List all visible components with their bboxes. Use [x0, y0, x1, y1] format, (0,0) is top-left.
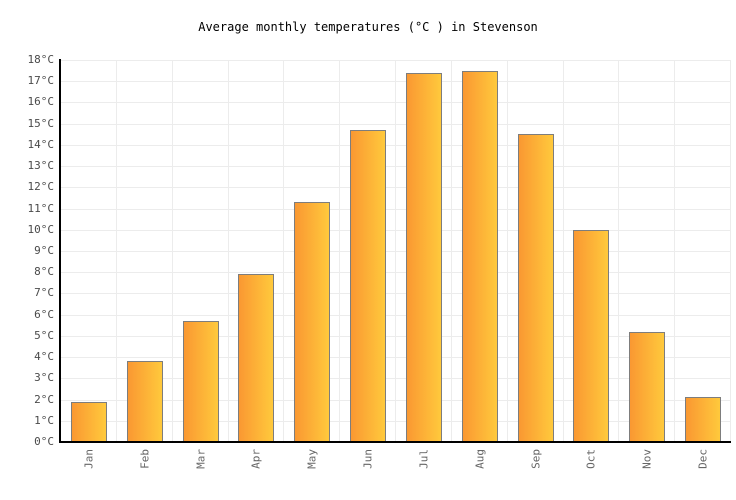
x-tick-label-feb: Feb	[138, 449, 152, 469]
v-gridline	[506, 60, 508, 442]
y-tick-label: 13°C	[27, 159, 55, 173]
h-gridline	[61, 229, 731, 231]
x-tick-label-mar: Mar	[194, 449, 208, 469]
x-tick-label-aug: Aug	[473, 449, 487, 469]
v-gridline	[227, 60, 229, 442]
bar-apr[interactable]	[238, 274, 275, 442]
bar-may[interactable]	[294, 202, 331, 442]
y-tick-label: 8°C	[34, 265, 54, 279]
y-tick-label: 9°C	[34, 244, 54, 257]
h-gridline	[61, 335, 731, 337]
h-gridline	[61, 399, 731, 401]
x-tick-label-may: May	[305, 449, 319, 469]
bar-feb[interactable]	[126, 361, 163, 442]
bar-aug[interactable]	[461, 70, 498, 442]
y-tick-label: 5°C	[34, 328, 54, 342]
y-tick-label: 18°C	[27, 53, 55, 66]
h-gridline	[61, 60, 731, 61]
v-gridline	[283, 60, 285, 442]
plot-area	[61, 60, 731, 442]
v-gridline	[562, 60, 564, 442]
h-gridline	[61, 208, 731, 210]
v-gridline	[115, 60, 117, 442]
bar-jan[interactable]	[70, 401, 107, 442]
h-gridline	[61, 81, 731, 83]
h-gridline	[61, 102, 731, 104]
x-tick-label-oct: Oct	[584, 449, 598, 469]
bar-oct[interactable]	[573, 229, 610, 442]
bar-sep[interactable]	[517, 134, 554, 442]
x-tick-label-dec: Dec	[696, 449, 710, 469]
x-tick-label-jun: Jun	[361, 449, 375, 469]
v-gridline	[730, 60, 731, 442]
y-tick-label: 14°C	[27, 137, 55, 151]
x-tick-label-apr: Apr	[249, 449, 263, 469]
v-gridline	[171, 60, 173, 442]
h-gridline	[61, 357, 731, 359]
bar-nov[interactable]	[629, 331, 666, 442]
h-gridline	[61, 144, 731, 146]
x-tick-label-nov: Nov	[640, 449, 654, 469]
v-gridline	[395, 60, 396, 442]
h-gridline	[61, 166, 731, 168]
y-tick-label: 1°C	[34, 413, 54, 427]
bar-jul[interactable]	[405, 72, 442, 442]
y-tick-label: 2°C	[34, 392, 54, 406]
h-gridline	[61, 314, 731, 316]
y-tick-label: 16°C	[27, 95, 55, 109]
y-tick-label: 11°C	[27, 201, 55, 215]
y-tick-label: 4°C	[34, 350, 54, 364]
x-axis-line	[59, 441, 731, 443]
v-gridline	[618, 60, 620, 442]
y-tick-label: 7°C	[34, 286, 54, 300]
y-tick-label: 0°C	[34, 435, 54, 448]
bar-dec[interactable]	[685, 397, 722, 442]
h-gridline	[61, 378, 731, 380]
y-axis-line	[59, 59, 61, 442]
h-gridline	[61, 123, 731, 125]
v-gridline	[450, 60, 452, 442]
y-tick-label: 10°C	[27, 222, 55, 236]
h-gridline	[61, 293, 731, 295]
h-gridline	[61, 187, 731, 189]
y-tick-label: 6°C	[34, 307, 54, 321]
y-tick-label: 12°C	[27, 180, 55, 194]
y-tick-label: 15°C	[27, 116, 55, 130]
bar-mar[interactable]	[182, 321, 219, 442]
bar-jun[interactable]	[350, 130, 387, 442]
h-gridline	[61, 272, 731, 274]
x-tick-label-jul: Jul	[417, 449, 431, 469]
chart-title: Average monthly temperatures (°C ) in St…	[198, 20, 538, 34]
h-gridline	[61, 251, 731, 252]
x-tick-label-sep: Sep	[529, 449, 543, 469]
h-gridline	[61, 420, 731, 422]
v-gridline	[674, 60, 676, 442]
v-gridline	[339, 60, 341, 442]
x-tick-label-jan: Jan	[82, 449, 96, 469]
y-tick-label: 17°C	[27, 74, 55, 88]
y-tick-label: 3°C	[34, 371, 54, 385]
